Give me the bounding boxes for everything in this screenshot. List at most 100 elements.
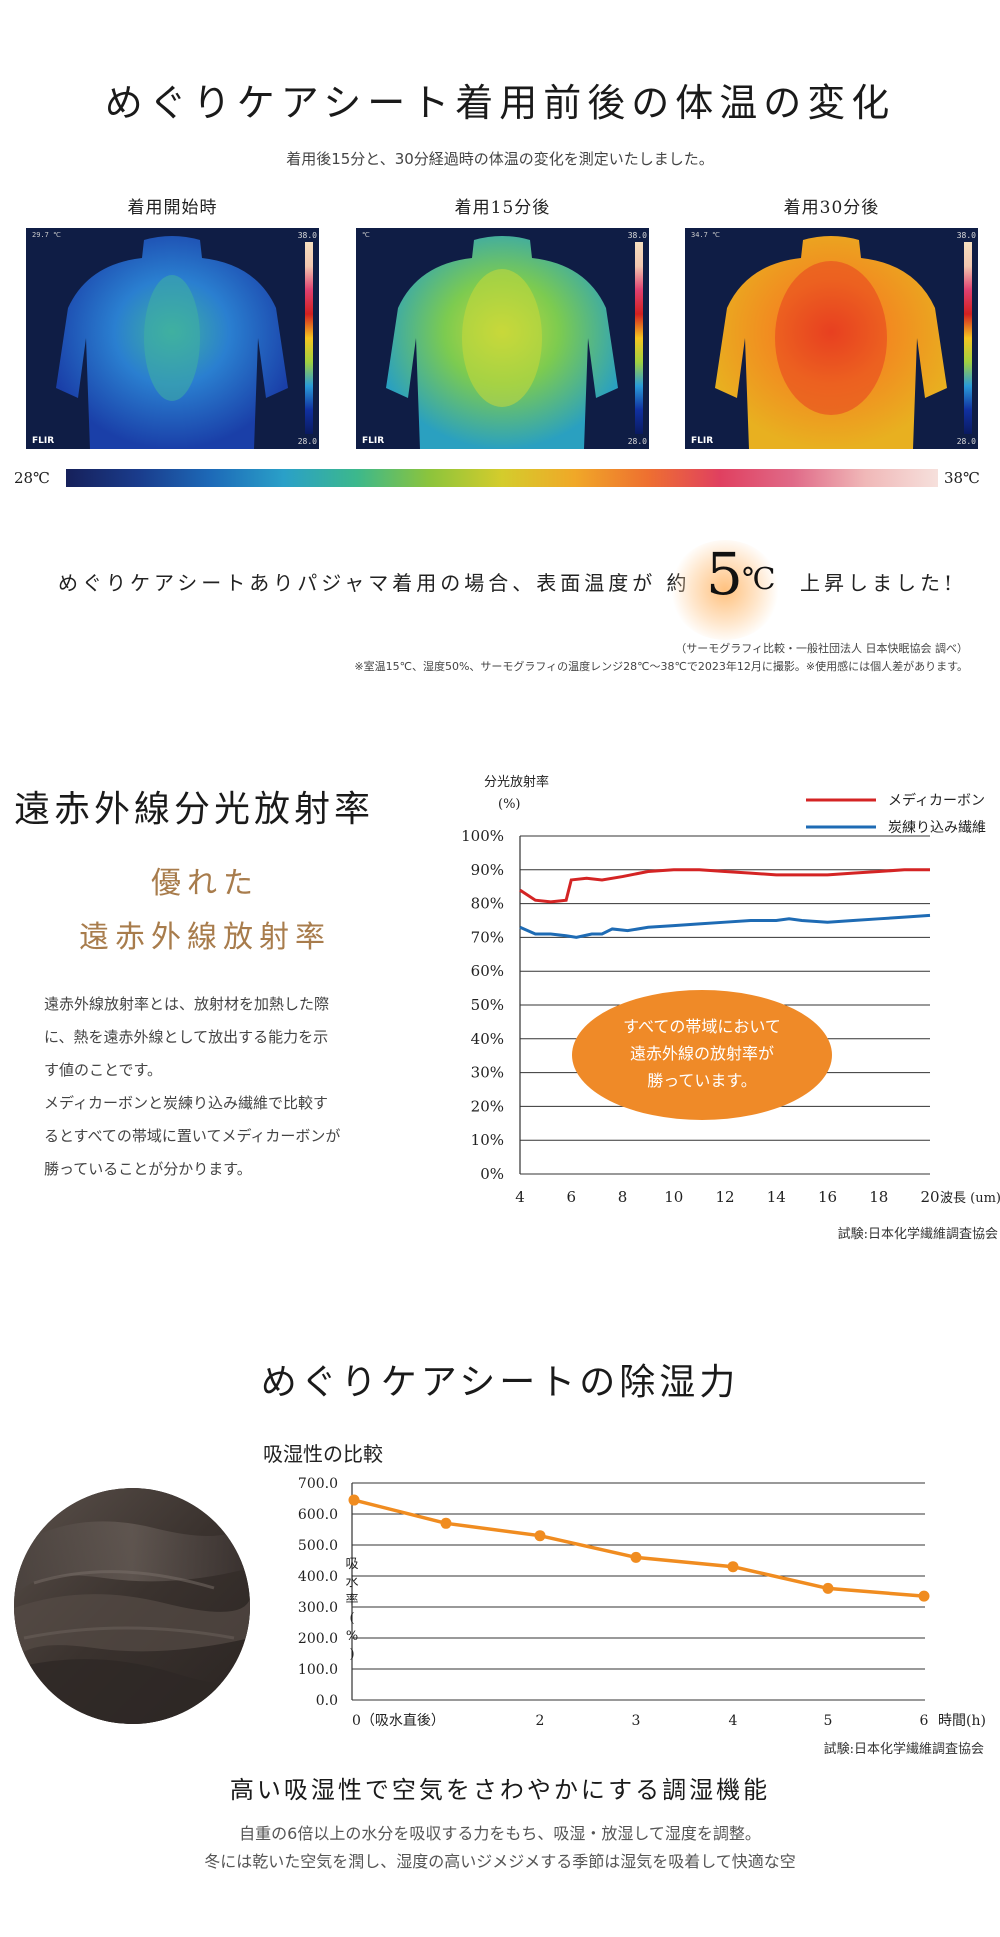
back-silhouette-icon [715, 236, 947, 449]
temperature-claim: めぐりケアシートありパジャマ着用の場合、表面温度が 約 5 ℃ 上昇しました! [0, 540, 1000, 640]
section2-body: 遠赤外線放射率とは、放射材を加熱した際 に、熱を遠赤外線として放出する能力を示 … [44, 988, 372, 1186]
thermo-spot-reading: 29.7 ℃ [32, 231, 61, 239]
emissivity-chart: 分光放射率 (%) 0% 10% 20% 30% 40% 50% 60% 70% 80% 90% 100… [461, 774, 1000, 1206]
x-tick-label: 12 [715, 1188, 734, 1206]
y-axis-label: 水 [345, 1575, 358, 1590]
callout-bubble [572, 990, 832, 1120]
y-tick-label: 100.0 [298, 1662, 338, 1678]
body-line: るとすべての帯域に置いてメディカーボンが [44, 1127, 341, 1145]
thermo-high-reading: 38.0 [297, 231, 317, 240]
thermo-high-reading: 38.0 [627, 231, 647, 240]
y-tick-label: 0.0 [316, 1693, 338, 1709]
thermo-low-reading: 28.0 [956, 437, 976, 446]
thermo-scale-bar [964, 242, 972, 434]
legend-label: 炭練り込み繊維 [888, 820, 986, 836]
flir-logo: FLIR [362, 436, 385, 446]
data-point [440, 1517, 452, 1529]
y-axis-label: % [346, 1629, 358, 1644]
x-tick-label: 0（吸水直後） [352, 1712, 445, 1729]
section2-subtitle-2: 遠赤外線放射率 [79, 920, 331, 955]
y-tick-label: 500.0 [298, 1538, 338, 1554]
back-silhouette-icon [56, 236, 288, 449]
thermo-low-reading: 28.0 [297, 437, 317, 446]
conditions-note: ※室温15℃、湿度50%、サーモグラフィの温度レンジ28℃〜38℃で2023年1… [354, 660, 968, 673]
x-tick-label: 4 [515, 1188, 525, 1206]
legend-label: メディカーボン [888, 792, 985, 809]
body-line: す値のことです。 [44, 1061, 163, 1079]
fabric-photo [14, 1488, 250, 1724]
thermo-image-30min: 34.7 ℃ 38.0 28.0 FLIR [685, 228, 978, 449]
y-tick-label: 0% [480, 1165, 504, 1183]
claim-number: 5 [706, 540, 743, 608]
y-tick-label: 600.0 [298, 1507, 338, 1523]
y-tick-label: 60% [471, 962, 504, 980]
y-tick-label: 700.0 [298, 1476, 338, 1492]
data-point [348, 1494, 360, 1506]
spine-heat-shape [144, 275, 200, 401]
y-axis-unit: (%) [498, 797, 521, 812]
x-tick-label: 5 [824, 1713, 833, 1729]
x-tick-label: 4 [729, 1713, 738, 1729]
y-tick-label: 400.0 [298, 1569, 338, 1585]
y-axis-label: ) [349, 1647, 354, 1662]
x-tick-label: 2 [536, 1713, 545, 1729]
y-axis-label: ( [349, 1611, 354, 1626]
back-silhouette-icon [386, 236, 618, 449]
data-point [727, 1561, 739, 1573]
section2-title: 遠赤外線分光放射率 [14, 789, 375, 830]
temperature-color-bar [66, 469, 938, 487]
x-tick-label: 16 [818, 1188, 837, 1206]
chart2-source: 試験:日本化学繊維調査協会 [823, 1742, 984, 1757]
thermo-image-15min: ℃ 38.0 28.0 FLIR [356, 228, 649, 449]
flir-logo: FLIR [691, 436, 714, 446]
thermo-scale-bar [305, 242, 313, 434]
x-axis-label: 時間(h) [938, 1713, 986, 1729]
scale-high-label: 38℃ [944, 469, 980, 487]
y-tick-label: 200.0 [298, 1631, 338, 1647]
y-axis-label: 率 [345, 1592, 358, 1608]
series-line-0 [519, 868, 930, 904]
thermo-high-reading: 38.0 [956, 231, 976, 240]
y-tick-label: 80% [471, 895, 504, 913]
x-tick-label: 3 [632, 1713, 641, 1729]
thermo-image-start: 29.7 ℃ 38.0 28.0 FLIR [26, 228, 319, 449]
y-tick-label: 10% [471, 1131, 504, 1149]
section2-subtitle-1: 優れた [151, 866, 259, 901]
thermo-spot-reading: 34.7 ℃ [691, 231, 720, 239]
claim-unit: ℃ [742, 562, 776, 597]
x-tick-label: 18 [869, 1188, 888, 1206]
flir-logo: FLIR [32, 436, 55, 446]
body-line: に、熱を遠赤外線として放出する能力を示 [44, 1028, 329, 1046]
y-tick-label: 30% [471, 1064, 504, 1082]
scale-low-label: 28℃ [14, 469, 50, 487]
data-point [534, 1530, 546, 1542]
y-tick-label: 90% [471, 861, 504, 879]
x-tick-label: 10 [664, 1188, 683, 1206]
data-point [918, 1590, 930, 1602]
fabric-folds-icon [14, 1488, 250, 1724]
body-line: メディカーボンと炭練り込み繊維で比較す [44, 1094, 328, 1112]
data-point [822, 1582, 834, 1594]
callout-text: 勝っています。 [647, 1071, 757, 1090]
body-line: 遠赤外線放射率とは、放射材を加熱した際 [44, 995, 330, 1013]
callout-text: 遠赤外線の放射率が [630, 1044, 774, 1063]
thermo-low-reading: 28.0 [627, 437, 647, 446]
y-axis-label: 分光放射率 [484, 774, 549, 790]
y-tick-label: 300.0 [298, 1600, 338, 1616]
thermo-label-start: 着用開始時 [127, 198, 218, 218]
thermo-scale-bar [635, 242, 643, 434]
callout-text: すべての帯域において [623, 1017, 781, 1036]
survey-note: （サーモグラフィ比較・一般社団法人 日本快眠協会 調べ） [675, 642, 968, 655]
y-tick-label: 70% [471, 928, 504, 946]
claim-text-pre: めぐりケアシートありパジャマ着用の場合、表面温度が 約 [58, 571, 691, 595]
body-line: 勝っていることが分かります。 [44, 1160, 252, 1178]
y-tick-label: 50% [471, 996, 504, 1014]
series-line-1 [519, 913, 931, 939]
x-tick-label: 6 [920, 1713, 929, 1729]
section1-subtitle: 着用後15分と、30分経過時の体温の変化を測定いたしました。 [286, 150, 714, 168]
y-tick-label: 100% [461, 827, 504, 845]
x-tick-label: 6 [566, 1188, 576, 1206]
y-axis-label: 吸 [345, 1557, 358, 1572]
chart1-source: 試験:日本化学繊維調査協会 [837, 1227, 998, 1242]
section3-title: めぐりケアシートの除湿力 [260, 1362, 740, 1403]
